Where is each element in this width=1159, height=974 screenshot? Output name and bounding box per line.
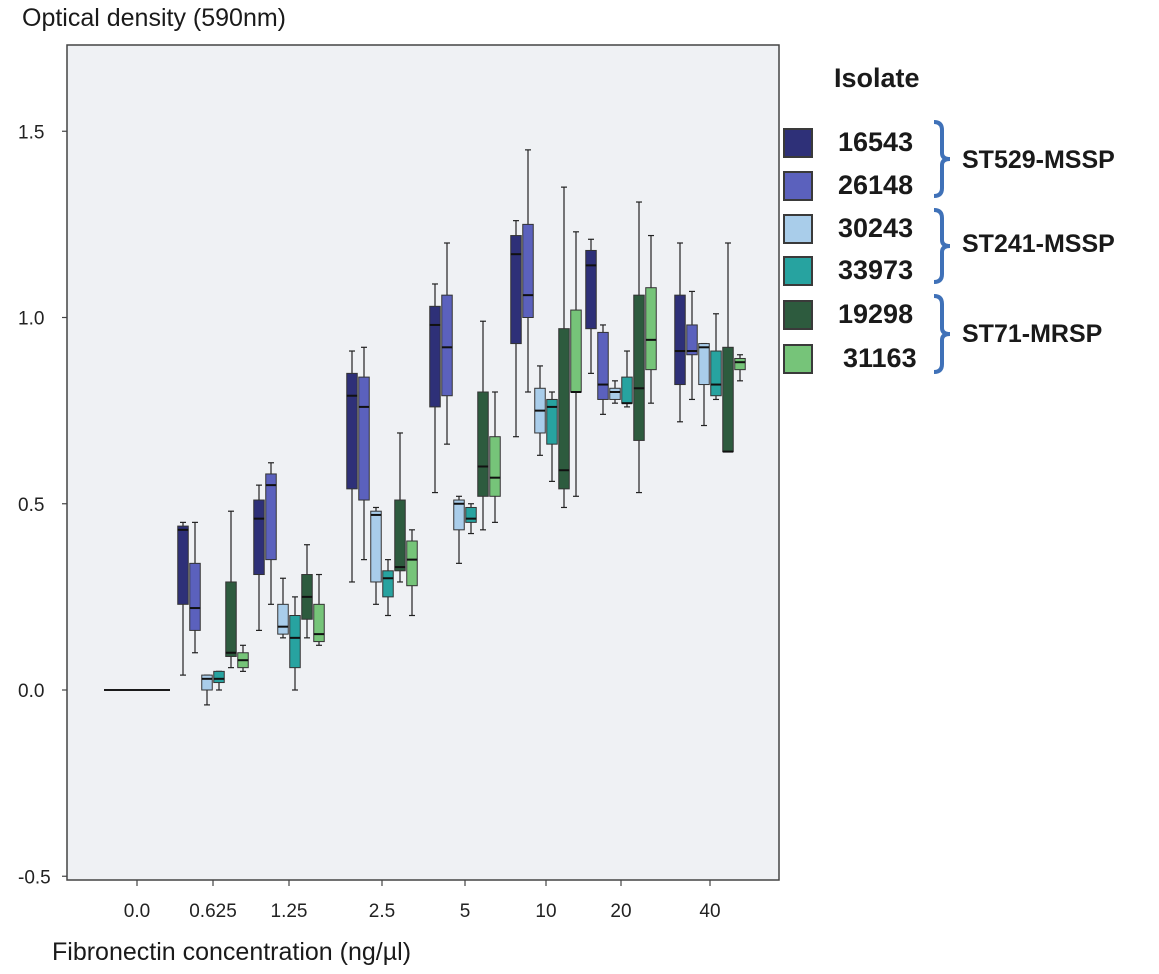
y-tick-label: 0.5 [18, 495, 44, 516]
y-tick-label: 1.5 [18, 122, 44, 143]
x-tick-label: 5 [460, 901, 471, 922]
legend-swatch [783, 344, 813, 374]
x-tick-label: 2.5 [369, 901, 395, 922]
legend-label: 16543 [838, 127, 913, 158]
box-iqr [430, 306, 441, 407]
x-axis-title: Fibronectin concentration (ng/µl) [52, 938, 411, 967]
legend-item-33973: 33973 [783, 256, 933, 288]
box-iqr [290, 616, 301, 668]
box-iqr [711, 351, 722, 396]
box-iqr [559, 329, 570, 489]
box-iqr [478, 392, 489, 496]
y-tick-label: -0.5 [18, 867, 51, 888]
box-iqr [407, 541, 418, 586]
x-tick-label: 0.0 [124, 901, 150, 922]
box-iqr [646, 288, 657, 370]
legend-bracket-3 [934, 296, 950, 372]
x-tick-label: 40 [699, 901, 720, 922]
box-iqr [278, 604, 289, 634]
box-iqr [622, 377, 633, 403]
legend-swatch [783, 171, 813, 201]
box-iqr [395, 500, 406, 571]
group-label-st71: ST71-MRSP [962, 320, 1102, 349]
y-tick-label: 0.0 [18, 681, 44, 702]
legend-item-30243: 30243 [783, 214, 933, 246]
y-axis: 1.5 1.0 0.5 0.0 -0.5 [18, 122, 67, 888]
box-iqr [383, 571, 394, 597]
x-tick-label: 0.625 [189, 901, 237, 922]
box-iqr [226, 582, 237, 657]
legend-item-31163: 31163 [783, 344, 933, 376]
group-label-st241: ST241-MSSP [962, 230, 1115, 259]
box-iqr [202, 675, 213, 690]
box-iqr [190, 563, 201, 630]
box-iqr [699, 344, 710, 385]
legend-item-26148: 26148 [783, 171, 933, 203]
box-iqr [466, 507, 477, 522]
box-iqr [634, 295, 645, 440]
legend-item-16543: 16543 [783, 128, 933, 160]
legend-title: Isolate [834, 63, 920, 94]
box-iqr [610, 388, 621, 399]
x-tick-label: 1.25 [271, 901, 308, 922]
legend-item-19298: 19298 [783, 300, 933, 332]
box-iqr [371, 511, 382, 582]
legend-label: 30243 [838, 213, 913, 244]
legend-label: 26148 [838, 170, 913, 201]
legend-swatch [783, 256, 813, 286]
legend-bracket-1 [934, 122, 950, 196]
legend-label: 33973 [838, 255, 913, 286]
box-iqr [490, 437, 501, 497]
box-iqr [359, 377, 370, 500]
legend-bracket-2 [934, 210, 950, 282]
legend-brackets [934, 122, 950, 372]
legend-swatch [783, 300, 813, 330]
box-iqr [314, 604, 325, 641]
box-iqr [735, 358, 746, 369]
box-iqr [214, 671, 225, 682]
box-iqr [254, 500, 265, 575]
box-iqr [442, 295, 453, 396]
box-iqr [347, 373, 358, 488]
y-axis-title: Optical density (590nm) [22, 4, 286, 33]
box-iqr [178, 526, 189, 604]
box-iqr [511, 236, 522, 344]
group-label-st529: ST529-MSSP [962, 146, 1115, 175]
box-iqr [598, 332, 609, 399]
legend-swatch [783, 128, 813, 158]
box-iqr [723, 347, 734, 451]
legend-swatch [783, 214, 813, 244]
box-iqr [571, 310, 582, 392]
y-tick-label: 1.0 [18, 309, 44, 330]
x-axis: 0.0 0.625 1.25 2.5 5 10 20 40 [124, 880, 721, 922]
box-iqr [523, 224, 534, 317]
legend-label: 19298 [838, 299, 913, 330]
legend-label: 31163 [843, 343, 917, 374]
box-iqr [675, 295, 686, 384]
x-tick-label: 10 [535, 901, 556, 922]
box-iqr [266, 474, 277, 560]
plot-area [67, 45, 779, 880]
x-tick-label: 20 [610, 901, 631, 922]
box-iqr [586, 250, 597, 328]
